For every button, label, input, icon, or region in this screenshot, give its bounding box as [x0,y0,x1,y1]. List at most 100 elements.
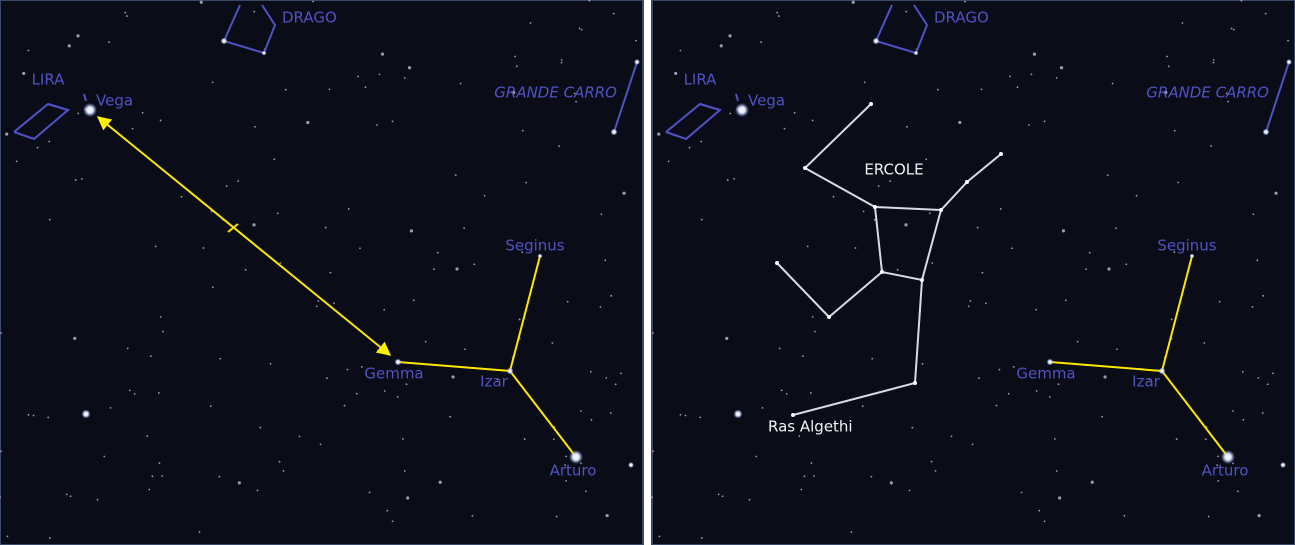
star [376,124,378,126]
star [28,414,30,416]
star [1077,341,1079,343]
star-label: Vega [96,92,133,110]
star [1231,28,1233,30]
star [964,1,966,3]
star [471,515,473,517]
star [781,389,783,391]
star [729,113,731,115]
star [317,300,319,302]
star [1038,510,1040,512]
star [1267,383,1269,385]
star [812,316,814,318]
star [146,435,148,437]
star [1274,192,1277,195]
star [1008,393,1010,395]
star [127,348,129,350]
star [1219,301,1221,303]
star [381,53,384,56]
star [1177,182,1179,184]
star [530,22,532,24]
star [803,475,805,477]
star [7,536,9,538]
star [33,415,35,417]
star [47,416,49,418]
star [585,491,587,493]
star [776,12,778,14]
star [406,383,408,385]
star [937,89,939,91]
star [814,331,816,333]
star [1210,145,1212,147]
star [749,499,751,501]
star [929,212,931,214]
star [1058,496,1061,499]
star-label: DRAGO [282,9,337,27]
star [1176,438,1178,440]
star [473,263,475,265]
star [257,490,259,492]
star [1058,383,1060,385]
star [404,77,406,79]
star [873,205,877,209]
star [519,319,521,321]
star [1054,438,1056,440]
star [210,405,212,407]
star [245,269,247,271]
star [651,496,653,498]
bright-star [1286,59,1292,65]
star [1000,208,1002,210]
star [1242,371,1244,373]
star [897,269,899,271]
star [1252,213,1254,215]
star [1205,438,1207,440]
star [775,261,779,265]
star [1272,372,1274,374]
star [162,331,164,333]
star [49,537,51,539]
star [931,262,933,264]
star [1060,66,1063,69]
star [827,315,831,319]
star [1262,412,1264,414]
star [791,413,795,417]
star [680,50,682,52]
star [1217,480,1219,482]
star [784,128,786,130]
star [659,536,661,538]
sky [652,0,1295,545]
star [762,407,764,409]
star [451,375,454,378]
star [365,86,367,88]
star [1116,348,1118,350]
star [464,348,466,350]
star [996,405,998,407]
star [66,494,68,496]
star [155,246,157,248]
star [871,358,873,360]
star [969,300,971,302]
sky [0,0,643,545]
star [160,316,162,318]
star [951,436,953,438]
star [306,121,309,124]
star [1031,74,1033,76]
star [1011,247,1013,249]
star [561,62,563,64]
star [270,363,272,365]
star [5,132,8,135]
star [1017,86,1019,88]
star [977,227,979,229]
star-label: Vega [748,92,785,110]
star [237,180,239,182]
star [386,510,388,512]
star [700,141,702,143]
star [1049,396,1051,398]
star [786,393,788,395]
star [392,121,394,123]
star [591,419,593,421]
star [252,223,255,226]
bright-star [873,38,880,45]
star [28,50,30,52]
star [425,341,427,343]
star [652,332,654,334]
